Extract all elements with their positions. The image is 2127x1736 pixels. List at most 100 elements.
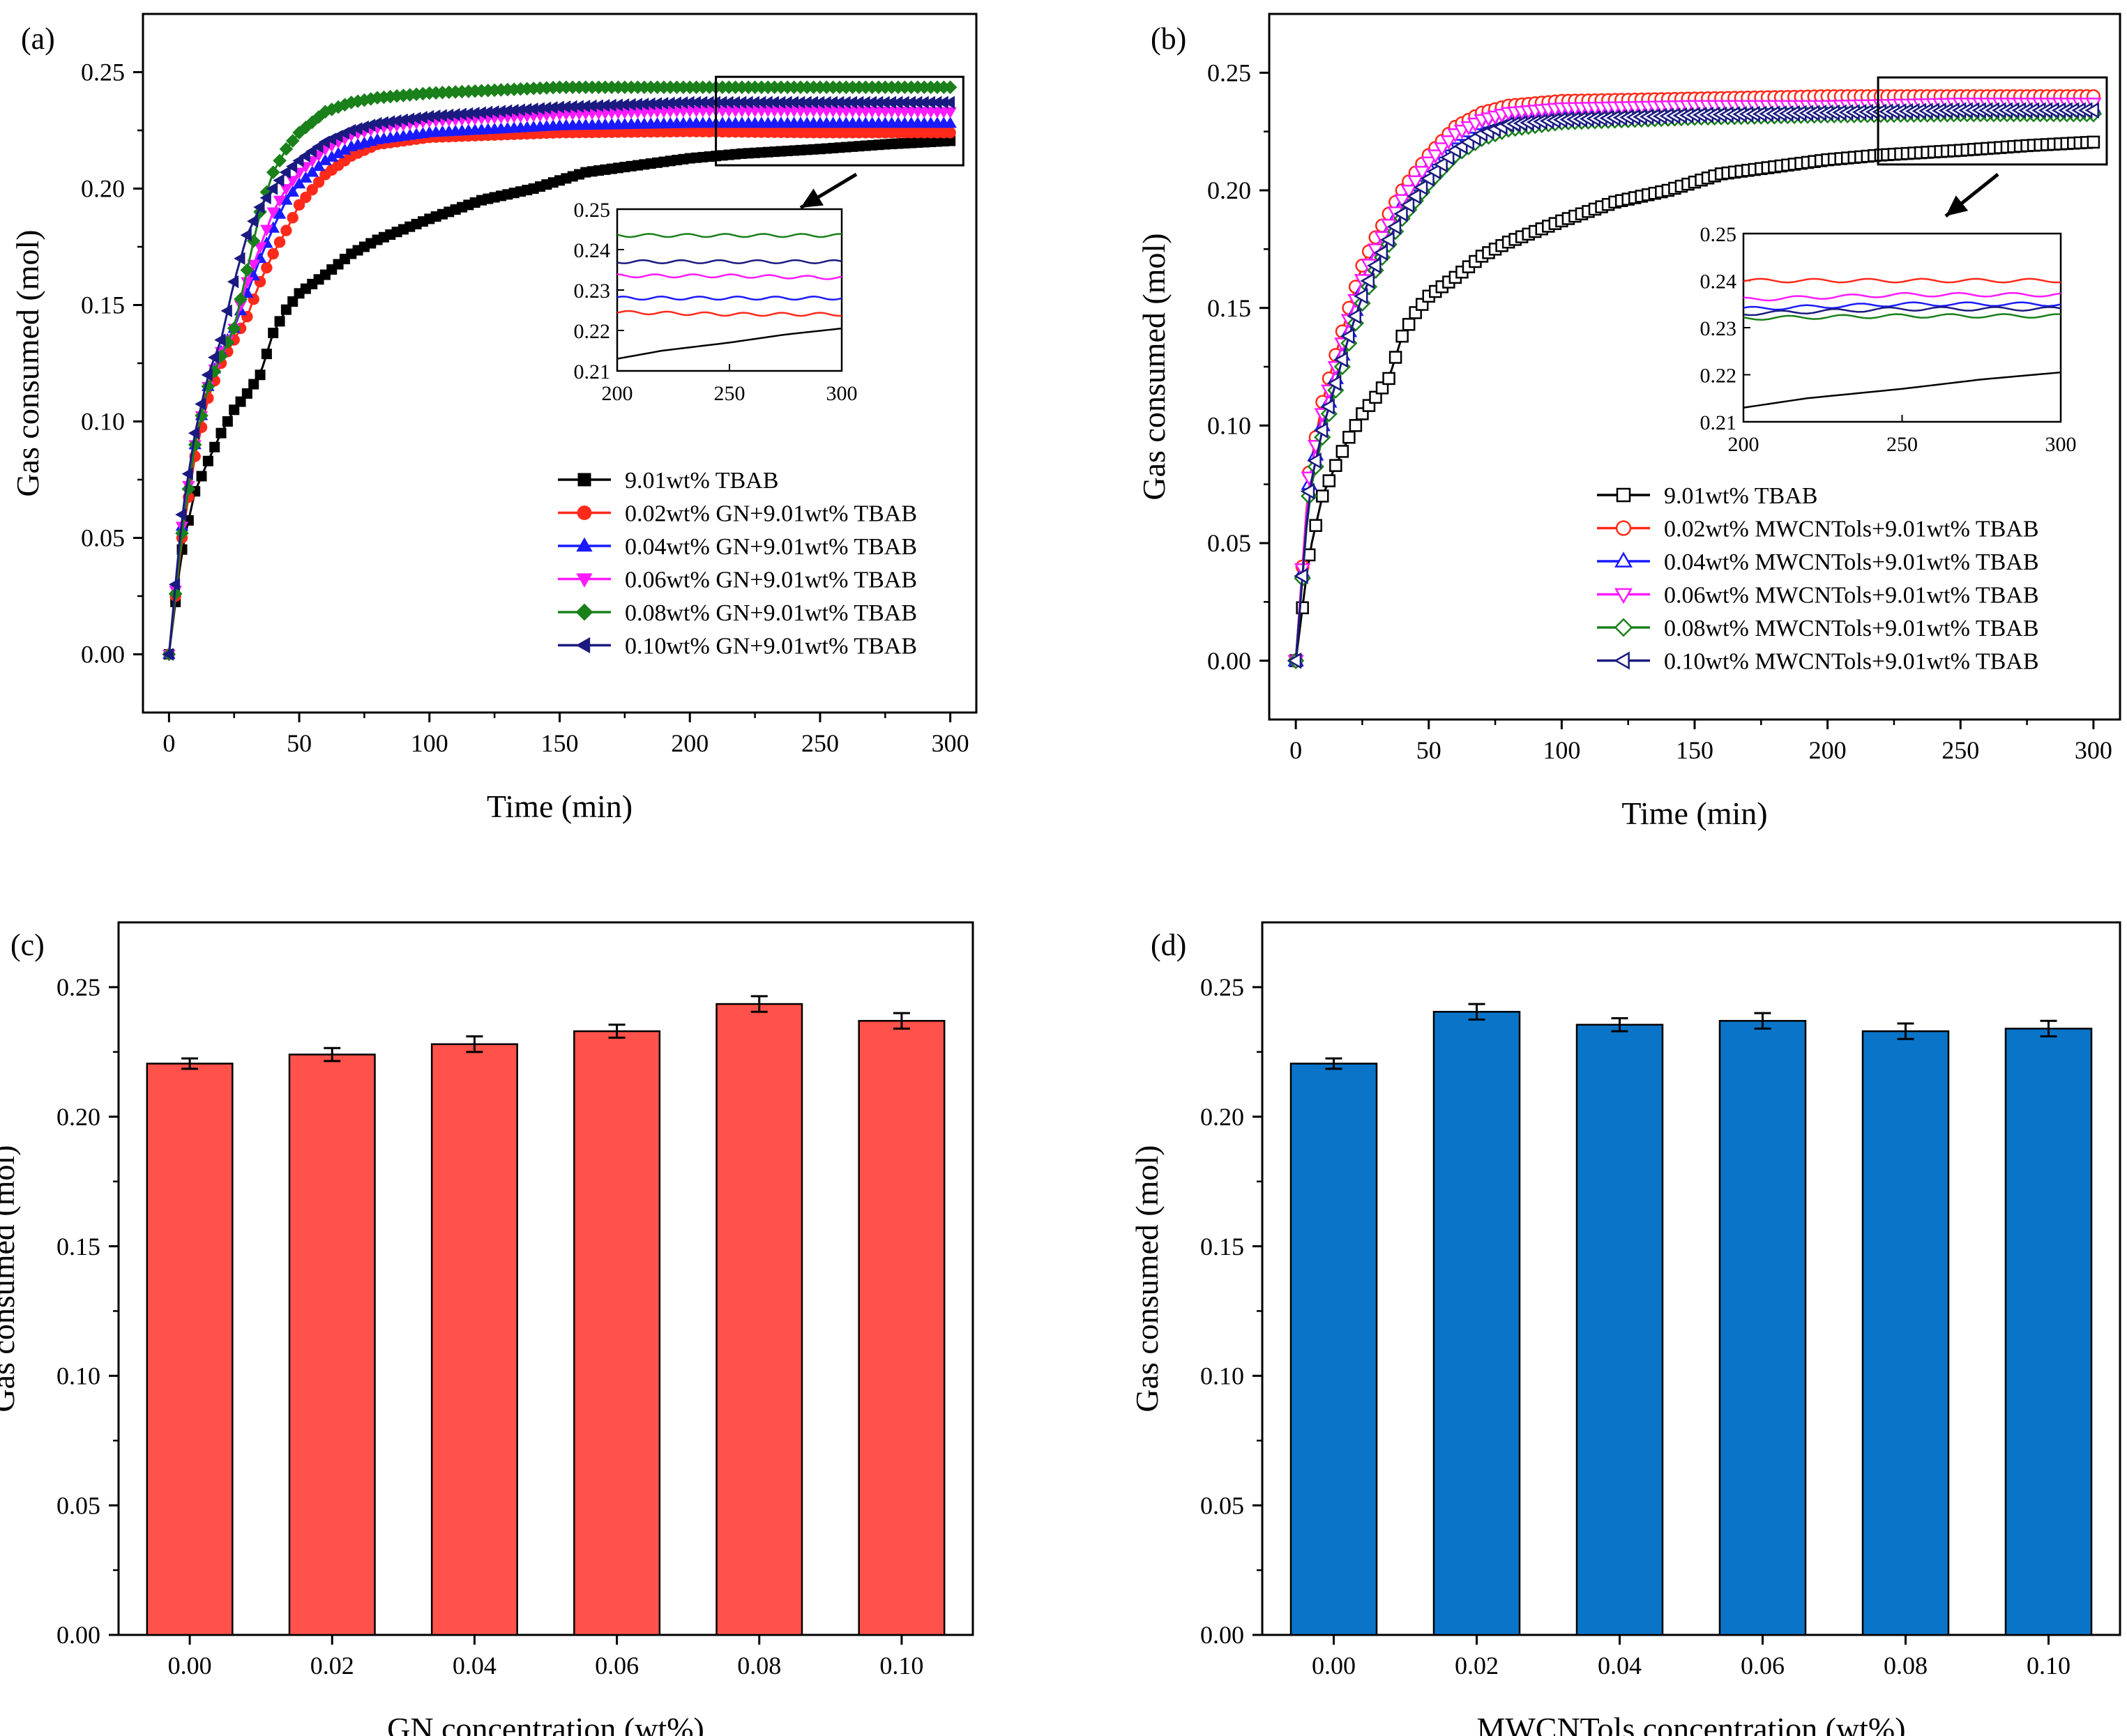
x-tick-label: 0.04 bbox=[453, 1652, 497, 1680]
x-tick-label: 200 bbox=[671, 729, 709, 757]
legend: 9.01wt% TBAB 0.02wt% MWCNTols+9.01wt% TBA… bbox=[1597, 483, 2039, 675]
inset-y-tick-label: 0.25 bbox=[1700, 223, 1737, 246]
data-point bbox=[1402, 318, 1416, 331]
data-point bbox=[285, 160, 298, 174]
x-tick-label: 0.10 bbox=[879, 1652, 923, 1680]
data-point bbox=[227, 275, 239, 289]
data-point bbox=[240, 263, 255, 277]
data-point bbox=[292, 177, 306, 189]
series-3 bbox=[162, 116, 957, 659]
data-point bbox=[1400, 184, 1417, 199]
data-point bbox=[266, 165, 280, 179]
y-axis-label: Gas consumed (mol) bbox=[1136, 233, 1172, 500]
plot-frame bbox=[117, 921, 974, 1636]
y-tick-label: 0.05 bbox=[1200, 1491, 1244, 1519]
x-tick-label: 0 bbox=[1289, 736, 1302, 764]
data-point bbox=[273, 236, 286, 248]
data-point bbox=[312, 176, 325, 188]
data-point bbox=[234, 292, 248, 306]
inset-y-tick-label: 0.22 bbox=[574, 320, 611, 343]
bar bbox=[1718, 1019, 1807, 1636]
y-tick-label: 0.00 bbox=[81, 641, 125, 669]
data-point bbox=[268, 328, 279, 339]
x-tick-label: 0 bbox=[162, 729, 175, 757]
data-point bbox=[1414, 165, 1430, 181]
inset-y-tick-label: 0.24 bbox=[1700, 271, 1737, 294]
data-point bbox=[209, 441, 220, 452]
inset-y-tick-label: 0.24 bbox=[574, 239, 611, 262]
panel-label: (a) bbox=[21, 22, 55, 56]
series-5 bbox=[162, 80, 957, 662]
legend-item: 0.02wt% GN+9.01wt% TBAB bbox=[558, 501, 917, 527]
data-point bbox=[944, 127, 956, 139]
data-point bbox=[227, 321, 241, 335]
inset-series-line bbox=[616, 259, 842, 264]
x-axis-label: Time (min) bbox=[1621, 795, 1767, 831]
data-point bbox=[300, 191, 312, 204]
inset-x-tick-label: 300 bbox=[826, 382, 858, 405]
data-point bbox=[168, 578, 181, 591]
inset-series-line bbox=[616, 273, 842, 280]
data-point bbox=[248, 379, 259, 390]
y-tick-label: 0.25 bbox=[81, 59, 125, 86]
data-point bbox=[273, 153, 287, 168]
y-tick-label: 0.10 bbox=[1200, 1362, 1244, 1390]
bar bbox=[430, 1043, 518, 1636]
legend-label: 0.04wt% GN+9.01wt% TBAB bbox=[625, 534, 917, 560]
bar bbox=[716, 1003, 803, 1636]
y-axis-label: Gas consumed (mol) bbox=[0, 1145, 21, 1412]
bar bbox=[2004, 1028, 2093, 1636]
inset-series-line bbox=[1743, 301, 2061, 311]
inset: 0.21 0.22 0.23 0.24 0.25 200 250 300 bbox=[1700, 223, 2077, 456]
bar bbox=[573, 1030, 661, 1636]
data-point bbox=[175, 508, 187, 521]
data-point bbox=[1388, 351, 1402, 364]
data-point bbox=[293, 199, 305, 211]
series-1 bbox=[1289, 135, 2100, 667]
data-point bbox=[1440, 135, 1458, 150]
x-axis-label: Time (min) bbox=[487, 789, 633, 824]
data-point bbox=[2087, 135, 2100, 149]
data-point bbox=[266, 182, 278, 195]
data-point bbox=[279, 165, 291, 179]
x-tick-label: 300 bbox=[932, 729, 969, 757]
panel-d: (d) 0.00 0.05 0.10 0.15 0.20 0.25 MWCNTols conc… bbox=[1129, 921, 2121, 1736]
data-point bbox=[253, 242, 267, 254]
data-point bbox=[1340, 328, 1355, 344]
data-point bbox=[1439, 149, 1455, 166]
data-point bbox=[175, 526, 189, 540]
data-point bbox=[215, 427, 227, 439]
legend: 9.01wt% TBAB 0.02wt% GN+9.01wt% TBAB 0.04w… bbox=[558, 468, 917, 660]
data-point bbox=[246, 214, 259, 228]
legend-marker bbox=[1614, 651, 1630, 670]
legend-label: 0.04wt% MWCNTols+9.01wt% TBAB bbox=[1664, 549, 2039, 575]
y-tick-label: 0.15 bbox=[56, 1233, 100, 1261]
y-tick-label: 0.20 bbox=[81, 175, 125, 203]
legend-marker bbox=[577, 505, 592, 520]
data-point bbox=[312, 140, 324, 153]
legend-marker bbox=[1614, 551, 1633, 568]
data-point bbox=[1395, 329, 1409, 343]
y-tick-label: 0.25 bbox=[56, 973, 100, 1001]
data-point bbox=[1366, 257, 1382, 274]
data-point bbox=[235, 396, 246, 407]
data-point bbox=[312, 160, 326, 172]
y-tick-label: 0.05 bbox=[1207, 529, 1251, 557]
data-point bbox=[207, 351, 220, 364]
inset-series-line bbox=[616, 296, 842, 301]
x-tick-label: 0.04 bbox=[1598, 1652, 1642, 1680]
legend-item: 0.04wt% MWCNTols+9.01wt% TBAB bbox=[1597, 549, 2039, 575]
data-point bbox=[1329, 459, 1342, 472]
data-point bbox=[1434, 142, 1451, 157]
data-point bbox=[234, 252, 245, 265]
data-point bbox=[306, 183, 318, 196]
inset-series-line bbox=[1743, 277, 2061, 284]
y-tick-label: 0.00 bbox=[56, 1621, 100, 1649]
inset-y-tick-label: 0.22 bbox=[1700, 365, 1737, 388]
data-point bbox=[1420, 156, 1437, 172]
data-point bbox=[240, 229, 252, 242]
data-point bbox=[253, 200, 265, 214]
inset-frame bbox=[1742, 232, 2062, 423]
data-point bbox=[298, 149, 310, 163]
legend-marker bbox=[1615, 520, 1632, 536]
